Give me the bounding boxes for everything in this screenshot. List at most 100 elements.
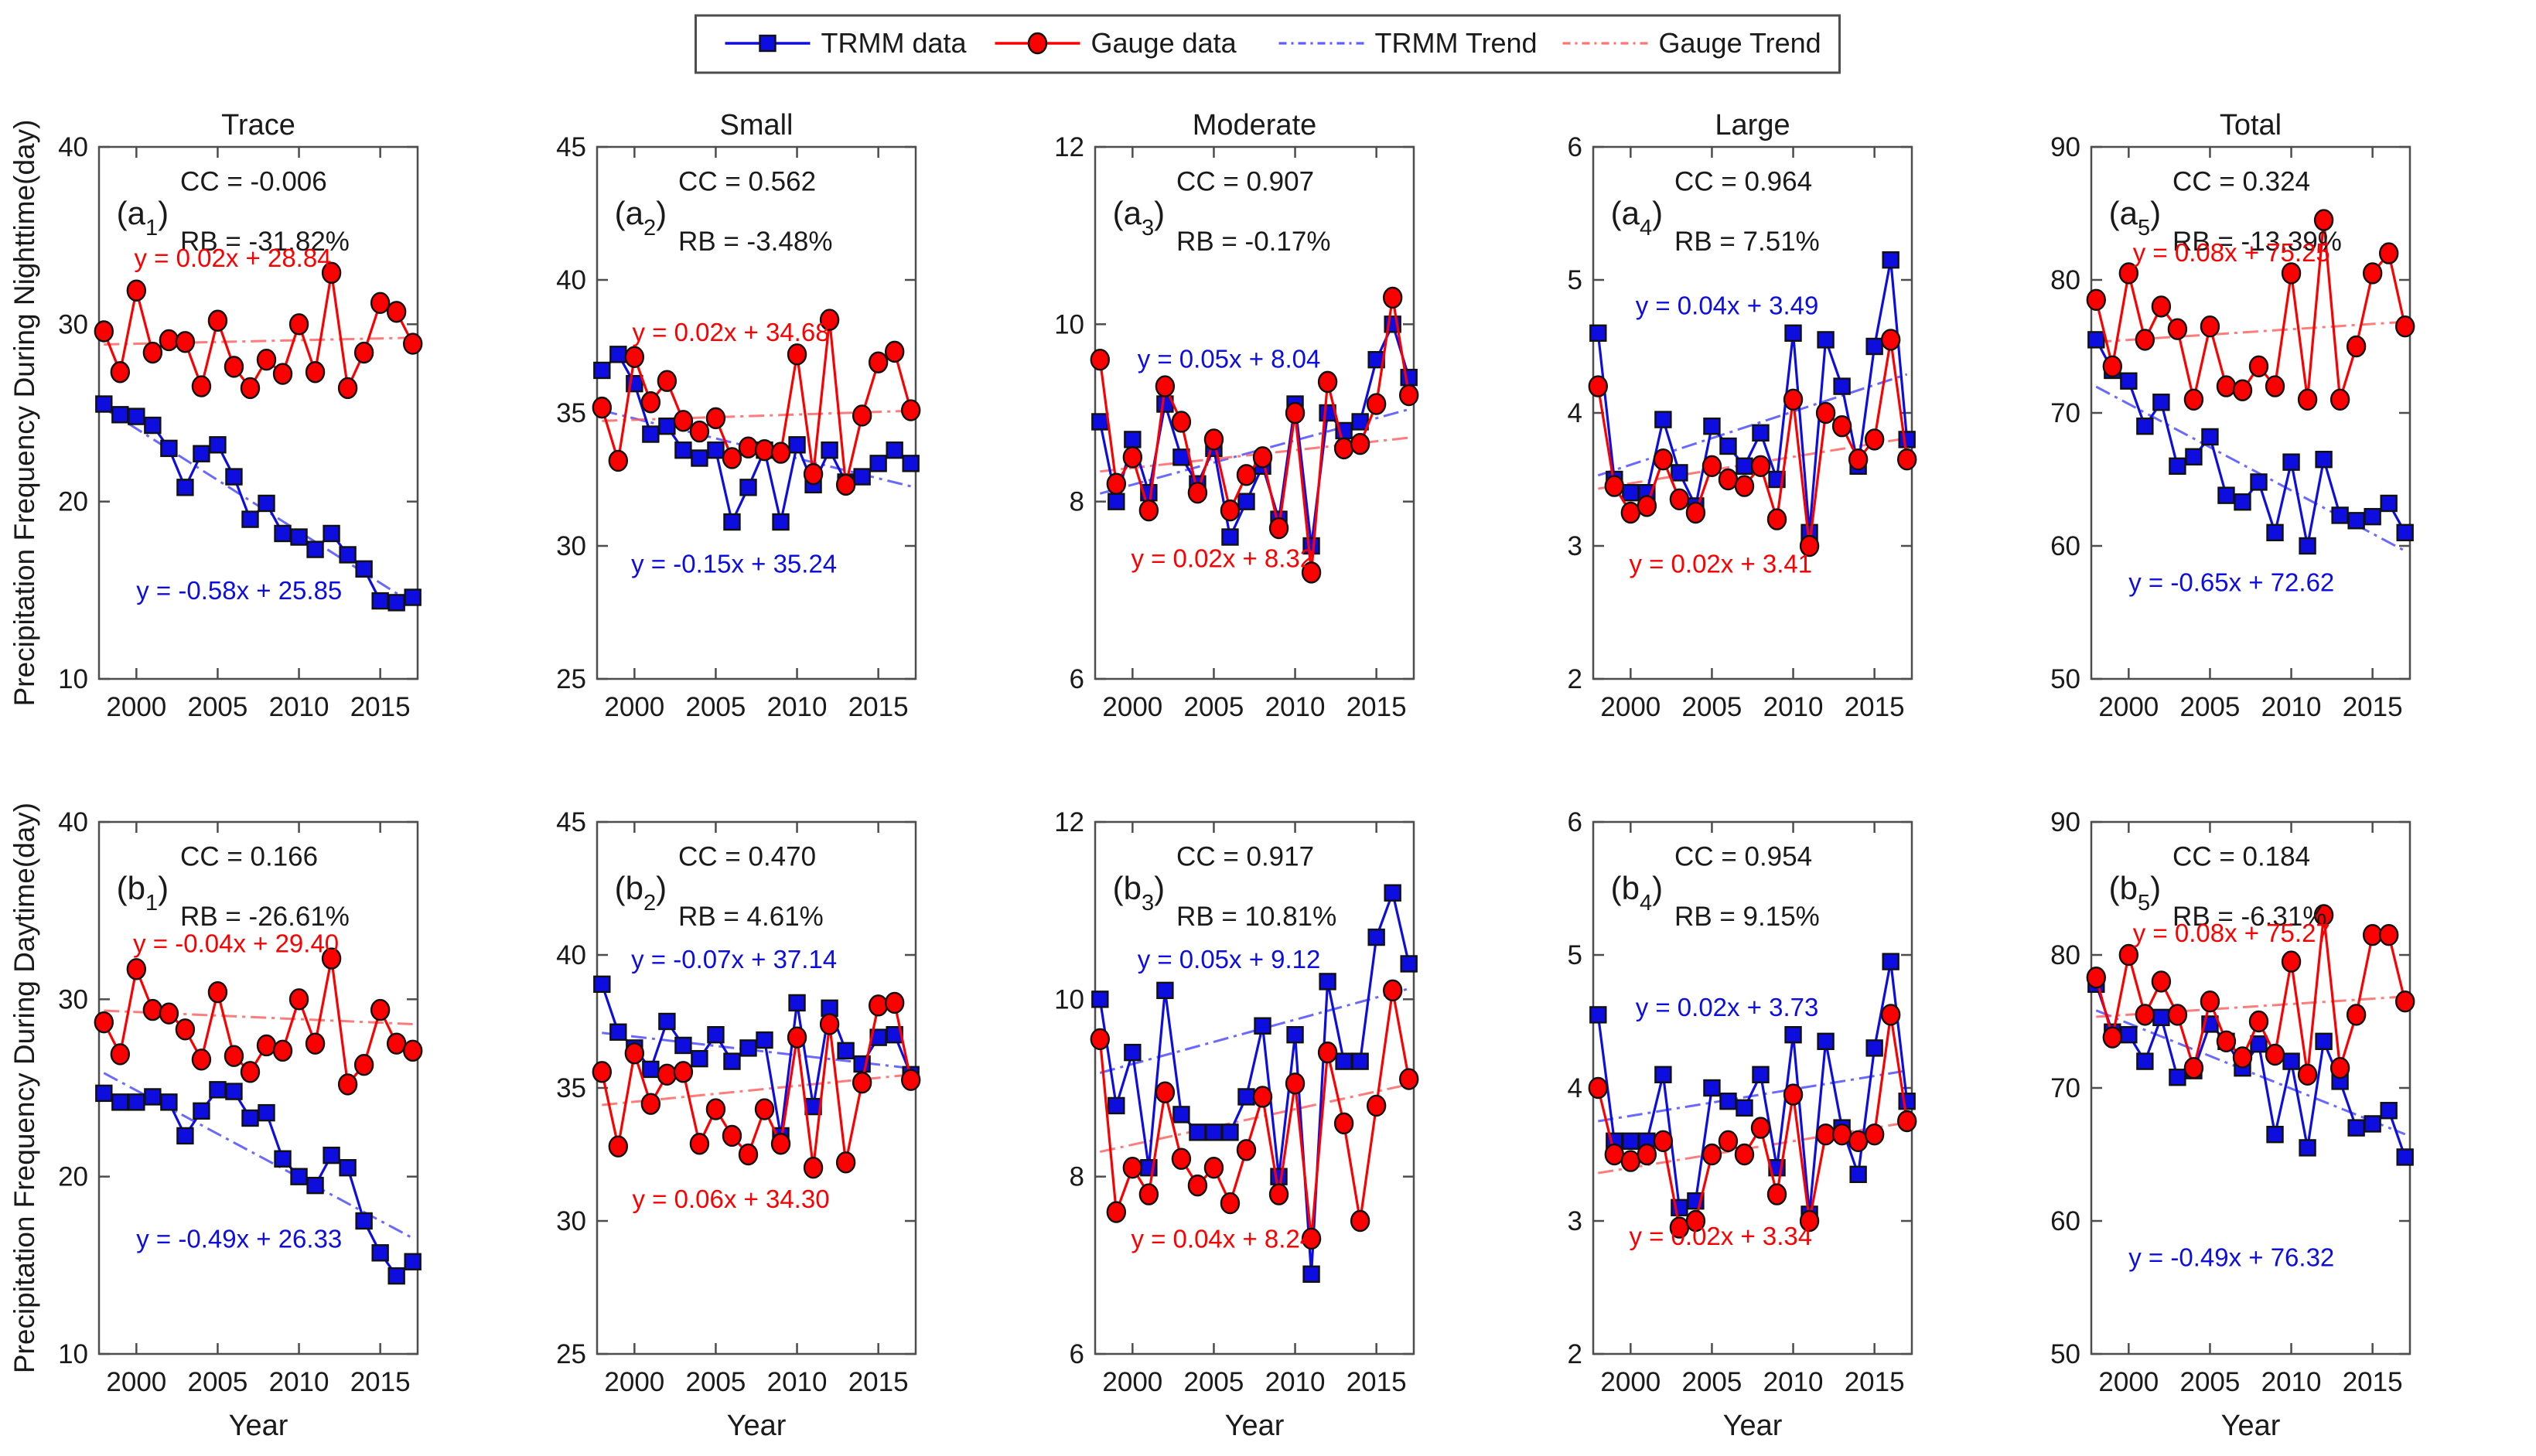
- panel-label: (b5): [2109, 870, 2162, 916]
- trmm-marker: [1124, 431, 1142, 448]
- y-tick-label: 25: [556, 1339, 586, 1369]
- gauge-marker: [1220, 1192, 1241, 1215]
- gauge-marker: [1122, 446, 1143, 469]
- trmm-marker: [1108, 493, 1125, 510]
- trmm-marker: [1221, 1124, 1239, 1141]
- legend-circle-marker-icon: [1027, 32, 1048, 55]
- gauge-marker: [142, 341, 163, 364]
- y-tick-label: 3: [1568, 531, 1582, 561]
- legend-item: TRMM data: [725, 27, 968, 59]
- subplot-a4: 2 3 4 5 6 2000 2005 2010 2015 Large (a4) CC = 0.964…: [1568, 109, 1917, 722]
- gauge-trend-equation: y = 0.02x + 34.68: [633, 318, 830, 346]
- trmm-marker: [788, 436, 806, 454]
- gauge-marker: [2102, 1026, 2123, 1049]
- x-tick-label: 2015: [1347, 692, 1407, 722]
- trmm-marker: [593, 361, 611, 380]
- gauge-marker: [1090, 1028, 1111, 1051]
- y-tick-label: 6: [1568, 132, 1582, 162]
- gauge-marker: [126, 958, 147, 980]
- y-tick-label: 50: [2050, 1339, 2080, 1369]
- gauge-marker: [1187, 1174, 1208, 1197]
- gauge-marker: [1301, 561, 1322, 584]
- x-tick-label: 2005: [1682, 692, 1742, 722]
- trmm-marker: [1654, 411, 1672, 428]
- gauge-marker: [2232, 379, 2253, 401]
- trmm-marker: [290, 528, 308, 546]
- gauge-marker: [370, 292, 391, 315]
- gauge-trend-equation: y = 0.02x + 3.34: [1629, 1222, 1812, 1250]
- x-tick-label: 2010: [1265, 692, 1326, 722]
- trmm-marker: [128, 407, 145, 425]
- trmm-marker: [274, 1150, 292, 1168]
- gauge-marker: [1203, 428, 1224, 451]
- gauge-marker: [1268, 1183, 1289, 1205]
- gauge-marker: [1588, 1076, 1609, 1100]
- gauge-trend-equation: y = 0.04x + 8.24: [1131, 1224, 1314, 1253]
- gauge-marker: [1669, 488, 1690, 510]
- y-tick-label: 2: [1568, 1339, 1582, 1369]
- gauge-trend-equation: y = 0.02x + 3.41: [1629, 549, 1812, 578]
- trmm-marker: [1172, 448, 1190, 466]
- trmm-marker: [902, 455, 920, 472]
- trmm-marker: [323, 524, 340, 543]
- gauge-marker: [337, 377, 358, 400]
- trmm-marker: [593, 975, 611, 994]
- trmm-marker: [1286, 1025, 1304, 1044]
- gauge-marker: [2313, 904, 2334, 926]
- gauge-marker: [1366, 393, 1387, 415]
- trmm-marker: [2380, 494, 2398, 513]
- trmm-marker: [2396, 523, 2414, 541]
- trmm-trend-equation: y = 0.04x + 3.49: [1636, 292, 1819, 320]
- x-axis-label: Year: [727, 1410, 787, 1442]
- gauge-marker: [1848, 1130, 1869, 1153]
- trmm-marker: [674, 1036, 692, 1055]
- gauge-marker: [321, 261, 342, 285]
- gauge-marker: [2362, 923, 2383, 946]
- panel-label: (a4): [1611, 195, 1664, 240]
- trmm-trend-equation: y = 0.02x + 3.73: [1636, 993, 1819, 1021]
- trmm-marker: [306, 1176, 324, 1195]
- legend-square-marker-icon: [759, 34, 777, 53]
- gauge-marker: [852, 1071, 872, 1094]
- gauge-marker: [2248, 355, 2269, 377]
- gauge-marker: [2086, 967, 2107, 989]
- gauge-marker: [256, 349, 277, 371]
- trmm-marker: [274, 524, 292, 543]
- y-tick-label: 25: [556, 664, 586, 694]
- trmm-trend-line: [1597, 373, 1908, 477]
- x-tick-label: 2000: [1600, 692, 1661, 722]
- gauge-marker: [1701, 455, 1722, 477]
- y-tick-label: 45: [556, 807, 586, 837]
- trmm-marker: [1719, 1092, 1737, 1110]
- y-tick-label: 10: [58, 664, 88, 694]
- x-tick-label: 2005: [2180, 692, 2241, 722]
- gauge-marker: [370, 998, 391, 1021]
- y-tick-label: 10: [1054, 984, 1084, 1014]
- gauge-marker: [819, 1013, 840, 1035]
- trmm-marker: [2380, 1102, 2398, 1120]
- x-tick-label: 2005: [188, 1367, 248, 1397]
- gauge-marker: [126, 279, 147, 302]
- y-tick-label: 5: [1568, 940, 1582, 970]
- gauge-marker: [2151, 295, 2172, 318]
- gauge-marker: [1718, 468, 1739, 491]
- gauge-marker: [1106, 1201, 1127, 1223]
- plot-box: [1592, 820, 1913, 1355]
- trmm-marker: [1237, 493, 1255, 510]
- cc-annotation: CC = 0.562: [678, 166, 816, 196]
- gauge-marker: [1815, 1123, 1836, 1146]
- x-tick-label: 2010: [2261, 692, 2322, 722]
- trmm-marker: [2120, 1025, 2138, 1044]
- gauge-marker: [1138, 1183, 1159, 1205]
- gauge-marker: [2167, 1004, 2188, 1026]
- gauge-marker: [94, 320, 114, 343]
- y-tick-label: 12: [1054, 807, 1084, 837]
- trmm-marker: [1319, 973, 1336, 991]
- x-tick-label: 2005: [686, 1367, 746, 1397]
- trmm-marker: [2364, 1115, 2381, 1133]
- legend-item-label: TRMM Trend: [1375, 27, 1538, 59]
- trmm-marker: [869, 455, 887, 472]
- gauge-marker: [1718, 1130, 1739, 1153]
- trmm-marker: [609, 1023, 627, 1041]
- trmm-marker: [723, 513, 741, 531]
